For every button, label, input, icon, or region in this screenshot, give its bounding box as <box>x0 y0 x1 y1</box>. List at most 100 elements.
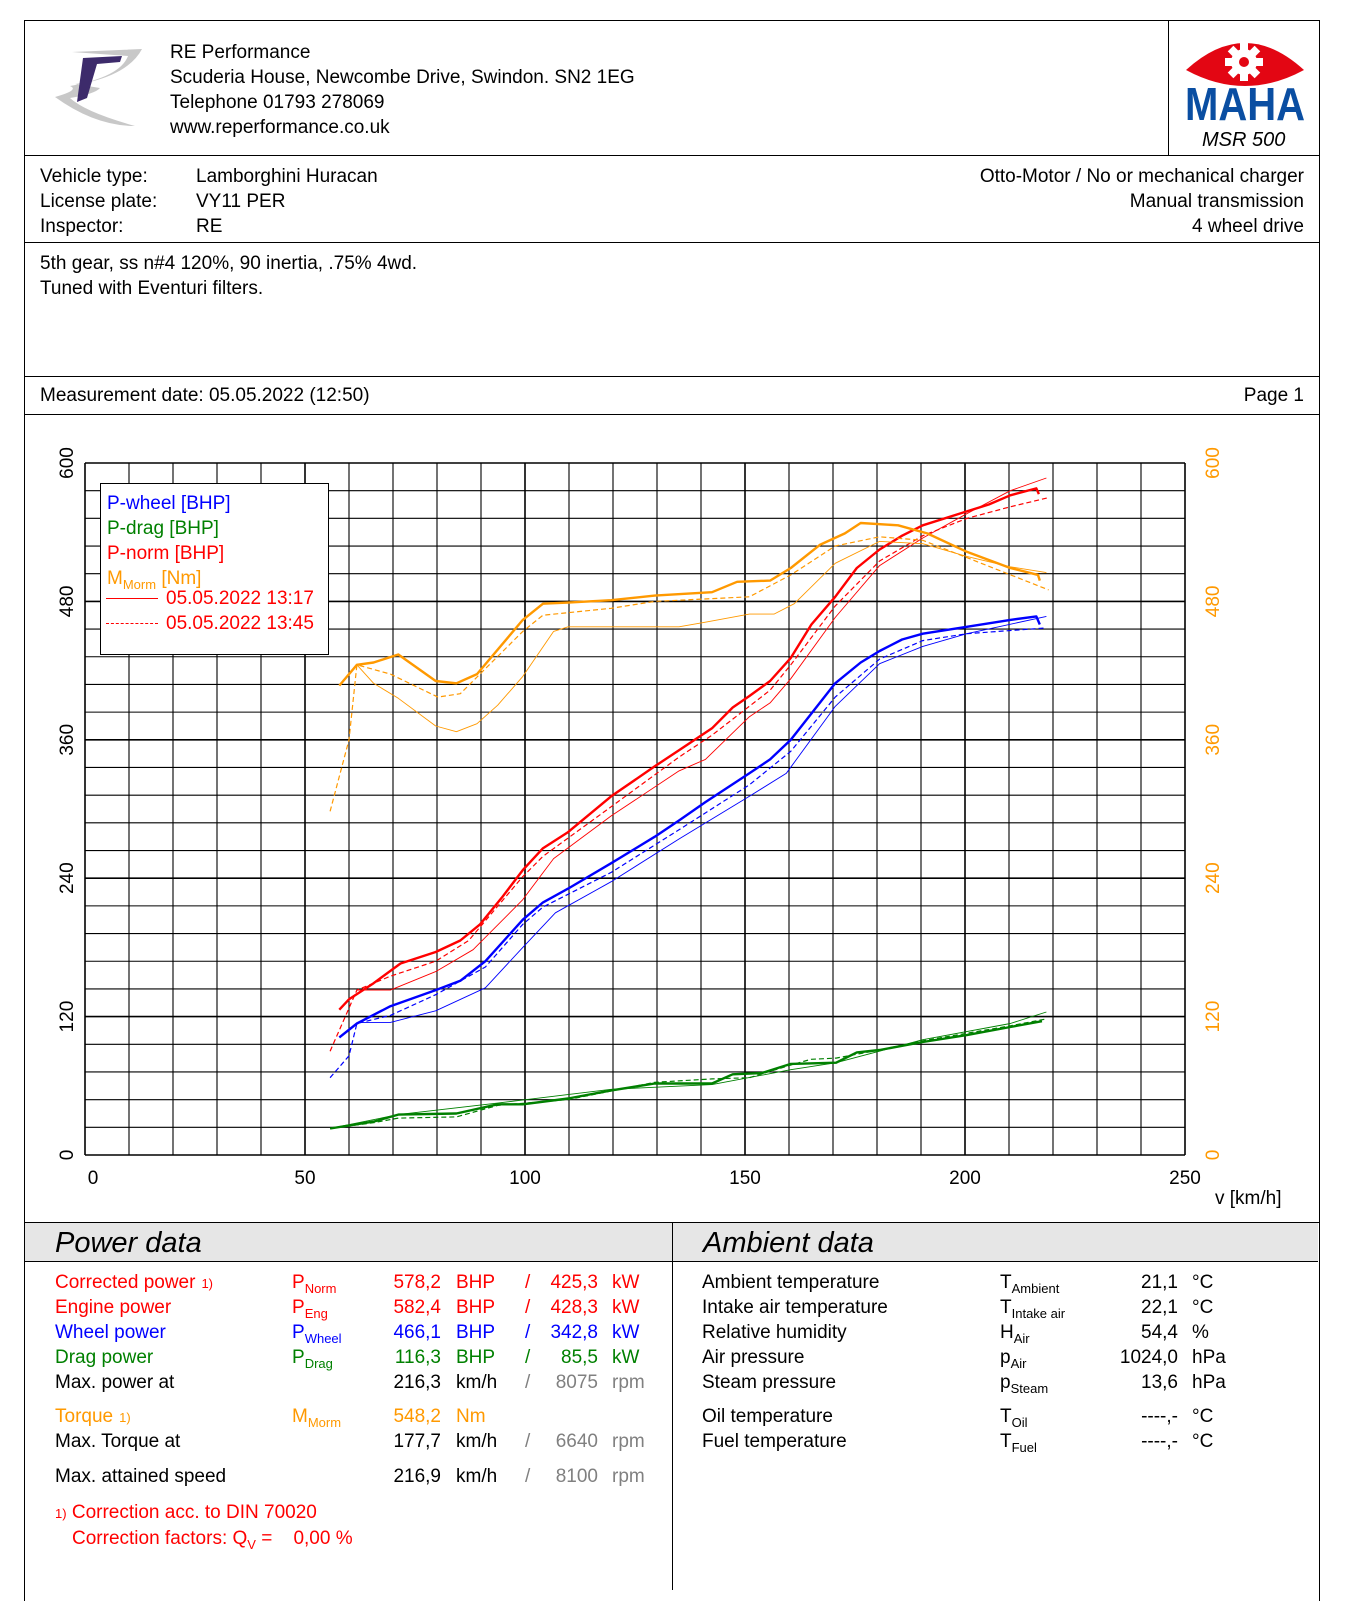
y-left-tick-label: 360 <box>57 724 78 756</box>
symbol-subscript: Wheel <box>304 1331 342 1346</box>
power-row-label: Max. power at <box>55 1372 175 1393</box>
power-row-value: 116,3 <box>394 1347 441 1368</box>
symbol-subscript: Morm <box>307 1415 342 1430</box>
power-row-unit: Nm <box>456 1406 486 1427</box>
ambient-row-label: Oil temperature <box>702 1406 833 1427</box>
license-plate-label: License plate: <box>40 191 158 212</box>
legend-torque-unit: [Nm] <box>156 568 202 589</box>
inspector-value: RE <box>196 216 223 237</box>
symbol: P <box>292 1297 305 1318</box>
ambient-row-value: 54,4 <box>1141 1322 1178 1343</box>
symbol: M <box>292 1406 308 1427</box>
power-row-separator: / <box>525 1297 531 1318</box>
company-name: RE Performance <box>170 42 311 63</box>
ambient-row-unit: hPa <box>1192 1347 1226 1368</box>
ambient-row-label: Relative humidity <box>702 1322 847 1343</box>
ambient-row-unit: °C <box>1192 1272 1214 1293</box>
power-data-title: Power data <box>55 1227 202 1259</box>
vehicle-labels: Vehicle type: License plate: Inspector: <box>40 164 157 239</box>
series-p-wheel-bhp-dashed-line <box>329 627 1047 1079</box>
power-row-unit: BHP <box>456 1322 496 1343</box>
power-row-separator: / <box>525 1272 531 1293</box>
company-telephone: Telephone 01793 278069 <box>170 92 385 113</box>
power-row-value: 582,4 <box>393 1297 441 1318</box>
divider <box>24 1222 1319 1223</box>
power-row-label: Max. Torque at <box>55 1431 181 1452</box>
power-row-separator: / <box>525 1431 531 1452</box>
vehicle-specs: Otto-Motor / No or mechanical charger Ma… <box>980 164 1304 239</box>
symbol: H <box>1000 1322 1014 1343</box>
symbol: P <box>292 1272 305 1293</box>
company-address: Scuderia House, Newcombe Drive, Swindon.… <box>170 67 635 88</box>
divider <box>24 414 1319 415</box>
series-p-norm-bhp-thick-line <box>338 487 1040 1011</box>
ambient-row-unit: % <box>1192 1322 1209 1343</box>
power-row-value: 578,2 <box>393 1272 441 1293</box>
series-mmorm-nm-thin-line <box>356 540 1047 733</box>
drive-type: 4 wheel drive <box>1192 216 1304 237</box>
x-axis-label: v [km/h] <box>1215 1188 1282 1209</box>
ambient-row-unit: °C <box>1192 1406 1214 1427</box>
symbol-subscript: Ambient <box>1011 1281 1060 1296</box>
series-p-wheel-bhp-thick-line <box>338 615 1041 1039</box>
symbol: T <box>1000 1297 1012 1318</box>
measurement-date: Measurement date: 05.05.2022 (12:50) <box>40 385 370 406</box>
svg-text:MAHA: MAHA <box>1185 78 1305 124</box>
ambient-row-value: 22,1 <box>1141 1297 1178 1318</box>
y-right-tick-label: 240 <box>1203 862 1224 894</box>
divider <box>24 376 1319 377</box>
y-left-tick-label: 600 <box>57 447 78 479</box>
ambient-row-symbol: TFuel <box>1000 1431 1037 1455</box>
power-row-unit-2: kW <box>612 1297 640 1318</box>
divider <box>24 242 1319 243</box>
power-row-symbol: PEng <box>292 1297 328 1321</box>
symbol: p <box>1000 1347 1011 1368</box>
power-row-unit-2: kW <box>612 1322 640 1343</box>
power-row-label: Engine power <box>55 1297 172 1318</box>
power-row-separator: / <box>525 1347 531 1368</box>
x-tick-label: 200 <box>949 1168 981 1189</box>
license-plate-value: VY11 PER <box>196 191 286 212</box>
symbol-subscript: Air <box>1013 1331 1030 1346</box>
power-row-value: 466,1 <box>393 1322 441 1343</box>
chart-legend: P-wheel [BHP] P-drag [BHP] P-norm [BHP] … <box>100 483 329 655</box>
ambient-row-unit: °C <box>1192 1431 1214 1452</box>
power-row-unit: km/h <box>456 1431 498 1452</box>
power-row-value-2: 6640 <box>555 1431 598 1452</box>
note-line: Tuned with Eventuri filters. <box>40 278 264 299</box>
power-row-label: Wheel power <box>55 1322 166 1343</box>
y-right-tick-label: 480 <box>1203 586 1224 618</box>
symbol: T <box>1000 1272 1012 1293</box>
power-row-unit: BHP <box>456 1297 496 1318</box>
dyno-chart: 0 50 100 150 200 250 v [km/h] 0 120 240 360 480 600 0… <box>25 414 1318 1222</box>
series-p-wheel-bhp-thin-line <box>356 615 1047 1023</box>
power-row-unit-2: rpm <box>612 1372 645 1393</box>
power-row-value: 216,3 <box>393 1372 441 1393</box>
company-website[interactable]: www.reperformance.co.uk <box>170 117 390 138</box>
legend-p-norm: P-norm [BHP] <box>107 543 225 564</box>
power-row-unit: BHP <box>456 1347 496 1368</box>
legend-torque-symbol: M <box>107 568 123 589</box>
power-row-unit-2: kW <box>612 1347 640 1368</box>
symbol-subscript: Oil <box>1011 1415 1028 1430</box>
transmission: Manual transmission <box>1129 191 1304 212</box>
series-p-drag-bhp-thin-line <box>330 1011 1047 1129</box>
legend-solid-line <box>106 598 158 599</box>
power-row-symbol: PNorm <box>292 1272 336 1296</box>
maha-model: MSR 500 <box>1202 129 1286 151</box>
page-number: Page 1 <box>1243 385 1304 406</box>
power-row-label: Max. attained speed <box>55 1466 227 1487</box>
power-row-separator: / <box>525 1372 531 1393</box>
power-row-unit-2: kW <box>612 1272 640 1293</box>
power-row-value-2: 8075 <box>555 1372 598 1393</box>
y-right-tick-label: 360 <box>1203 724 1224 756</box>
symbol-subscript: Fuel <box>1011 1440 1037 1455</box>
symbol-subscript: Steam <box>1010 1381 1049 1396</box>
maha-logo: MAHA <box>1185 43 1305 124</box>
y-right-tick-label: 0 <box>1203 1150 1224 1161</box>
symbol: P <box>292 1322 305 1343</box>
correction-factor-sub: V <box>247 1537 256 1552</box>
ambient-row-value: ----,- <box>1141 1406 1178 1427</box>
power-row-value: 177,7 <box>393 1431 441 1452</box>
series-p-norm-bhp-dashed-line <box>329 497 1049 1052</box>
